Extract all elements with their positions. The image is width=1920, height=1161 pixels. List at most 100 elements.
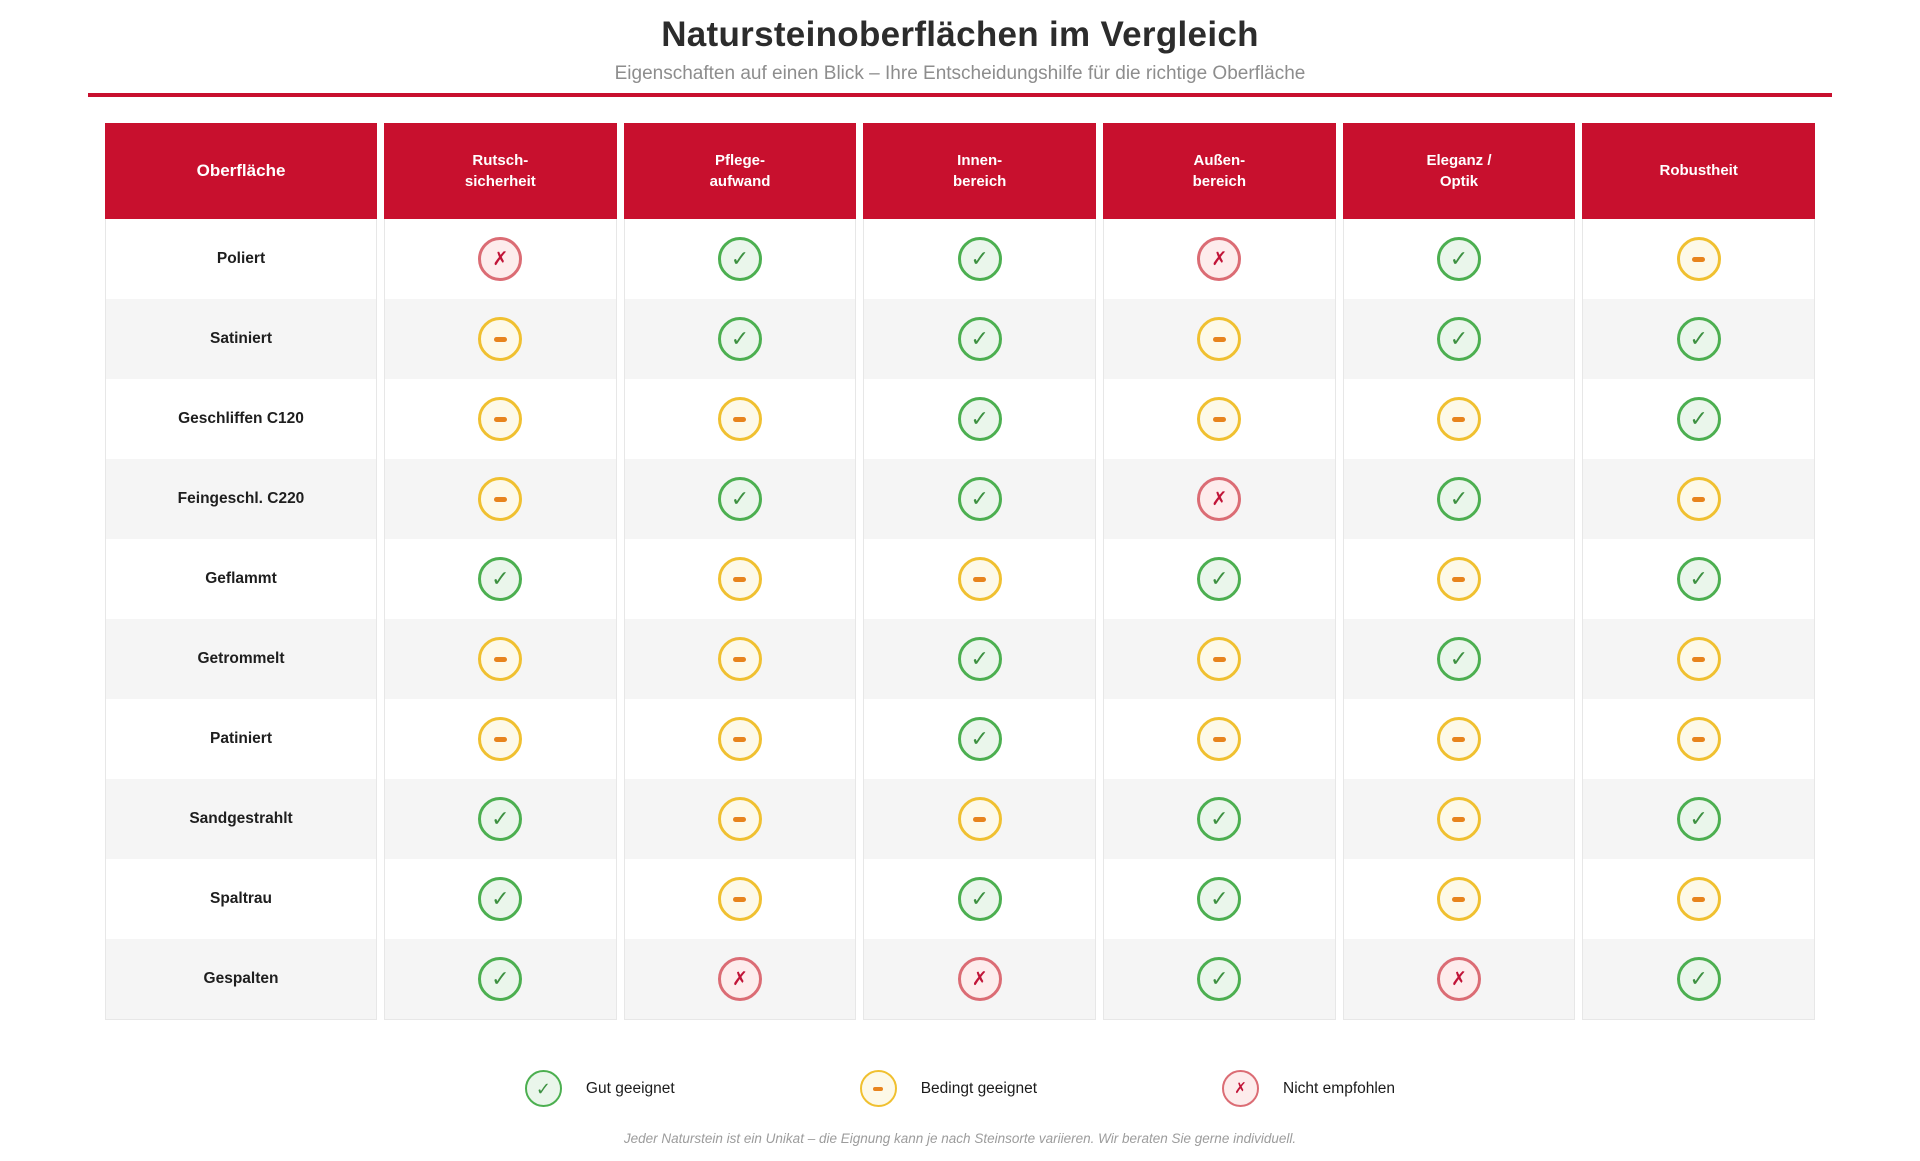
rating-limited-icon	[957, 557, 1002, 602]
rating-cell: ✓	[624, 299, 856, 380]
rating-cell	[1583, 219, 1814, 300]
rating-cell	[1104, 619, 1335, 700]
legend-item: ✓ Gut geeignet	[524, 1070, 675, 1108]
rating-cell	[864, 539, 1095, 620]
rating-cell: ✓	[1583, 779, 1814, 860]
column-header-line: Oberfläche	[196, 161, 286, 181]
rating-cell: ✓	[864, 619, 1095, 700]
rating-cell: ✓	[624, 219, 856, 300]
rating-cell: ✗	[1104, 459, 1335, 540]
row-label: Spaltrau	[106, 859, 376, 940]
dash-glyph	[973, 577, 987, 582]
rating-good-icon: ✓	[957, 237, 1002, 282]
rating-limited-icon	[1676, 477, 1721, 522]
rating-cell: ✓	[1343, 299, 1575, 380]
rating-cell: ✓	[1104, 539, 1335, 620]
dash-glyph	[973, 817, 987, 822]
rating-cell: ✓	[864, 299, 1095, 380]
rating-limited-icon	[957, 797, 1002, 842]
dash-glyph	[733, 417, 747, 422]
rating-cell	[624, 859, 856, 940]
rating-limited-icon	[1436, 397, 1481, 442]
rating-cell: ✓	[864, 219, 1095, 300]
rating-cell: ✓	[1583, 539, 1814, 620]
rating-limited-icon	[1436, 797, 1481, 842]
rating-good-icon: ✓	[717, 477, 762, 522]
rating-good-icon: ✓	[957, 717, 1002, 762]
column-header-line: Rutsch-	[472, 151, 529, 169]
row-label: Sandgestrahlt	[106, 779, 376, 860]
rating-limited-icon	[1676, 877, 1721, 922]
dash-glyph	[1212, 337, 1226, 342]
dash-glyph	[1452, 417, 1466, 422]
surface-column: Oberfläche Poliert Satiniert Geschliffen C1…	[105, 123, 377, 1021]
rating-cell	[1104, 379, 1335, 460]
column-header-line: Eleganz /	[1426, 151, 1492, 169]
rating-limited-icon	[1197, 717, 1242, 762]
dash-glyph	[873, 1086, 884, 1091]
comparison-table: Oberfläche Poliert Satiniert Geschliffen C1…	[105, 123, 1815, 1021]
rating-bad-icon: ✗	[1436, 957, 1481, 1002]
rating-cell	[385, 459, 616, 540]
rating-cell	[624, 699, 856, 780]
rating-limited-icon	[1197, 397, 1242, 442]
rating-good-icon: ✓	[478, 957, 523, 1002]
dash-glyph	[493, 657, 507, 662]
criterion-column: Pflege-aufwand ✓ ✓ ✓ ✗	[623, 123, 857, 1021]
rating-good-icon: ✓	[717, 317, 762, 362]
page-subtitle: Eigenschaften auf einen Blick – Ihre Ent…	[614, 62, 1306, 84]
row-label: Geschliffen C120	[106, 379, 376, 460]
dash-glyph	[1212, 737, 1226, 742]
rating-good-icon: ✓	[1436, 317, 1481, 362]
rating-good-icon: ✓	[1197, 557, 1242, 602]
column-cells: ✗ ✓ ✓ ✓ ✓	[384, 219, 617, 1021]
rating-good-icon: ✓	[1676, 797, 1721, 842]
dash-glyph	[1452, 817, 1466, 822]
rating-cell	[1104, 299, 1335, 380]
rating-bad-icon: ✗	[717, 957, 762, 1002]
row-label: Feingeschl. C220	[106, 459, 376, 540]
rating-limited-icon	[717, 717, 762, 762]
rating-cell: ✓	[385, 779, 616, 860]
rating-good-icon: ✓	[478, 557, 523, 602]
rating-good-icon: ✓	[1676, 557, 1721, 602]
dash-glyph	[1692, 657, 1706, 662]
rating-cell: ✓	[864, 459, 1095, 540]
legend-label: Gut geeignet	[585, 1079, 675, 1097]
rating-good-icon: ✓	[1197, 957, 1242, 1002]
column-cells: ✗ ✗ ✓ ✓ ✓ ✓	[1103, 219, 1336, 1021]
dash-glyph	[733, 737, 747, 742]
rating-bad-icon: ✗	[1197, 237, 1242, 282]
legend-bad-icon: ✗	[1222, 1070, 1260, 1108]
rating-cell: ✗	[624, 939, 856, 1020]
rating-cell: ✗	[385, 219, 616, 300]
dash-glyph	[1452, 577, 1466, 582]
legend: ✓ Gut geeignet Bedingt geeignet ✗ Nicht empf…	[0, 1070, 1920, 1108]
rating-limited-icon	[478, 637, 523, 682]
rating-limited-icon	[478, 477, 523, 522]
column-cells: ✓ ✓ ✓ ✗	[623, 219, 857, 1021]
rating-limited-icon	[717, 797, 762, 842]
legend-item: Bedingt geeignet	[859, 1070, 1037, 1108]
dash-glyph	[1452, 737, 1466, 742]
rating-cell	[385, 379, 616, 460]
legend-limited-icon	[859, 1070, 897, 1108]
column-header-line: Robustheit	[1659, 162, 1738, 180]
dash-glyph	[733, 657, 747, 662]
column-header-line: Außen-	[1193, 151, 1246, 169]
rating-cell: ✓	[1583, 939, 1814, 1020]
rating-good-icon: ✓	[957, 397, 1002, 442]
rating-cell	[624, 619, 856, 700]
dash-glyph	[493, 497, 507, 502]
rating-limited-icon	[478, 717, 523, 762]
rating-cell: ✓	[1343, 619, 1575, 700]
rating-limited-icon	[717, 637, 762, 682]
legend-item: ✗ Nicht empfohlen	[1222, 1070, 1395, 1108]
rating-cell	[1583, 459, 1814, 540]
rating-limited-icon	[1676, 237, 1721, 282]
dash-glyph	[1212, 417, 1226, 422]
row-label: Patiniert	[106, 699, 376, 780]
dash-glyph	[1452, 897, 1466, 902]
rating-cell: ✓	[385, 939, 616, 1020]
